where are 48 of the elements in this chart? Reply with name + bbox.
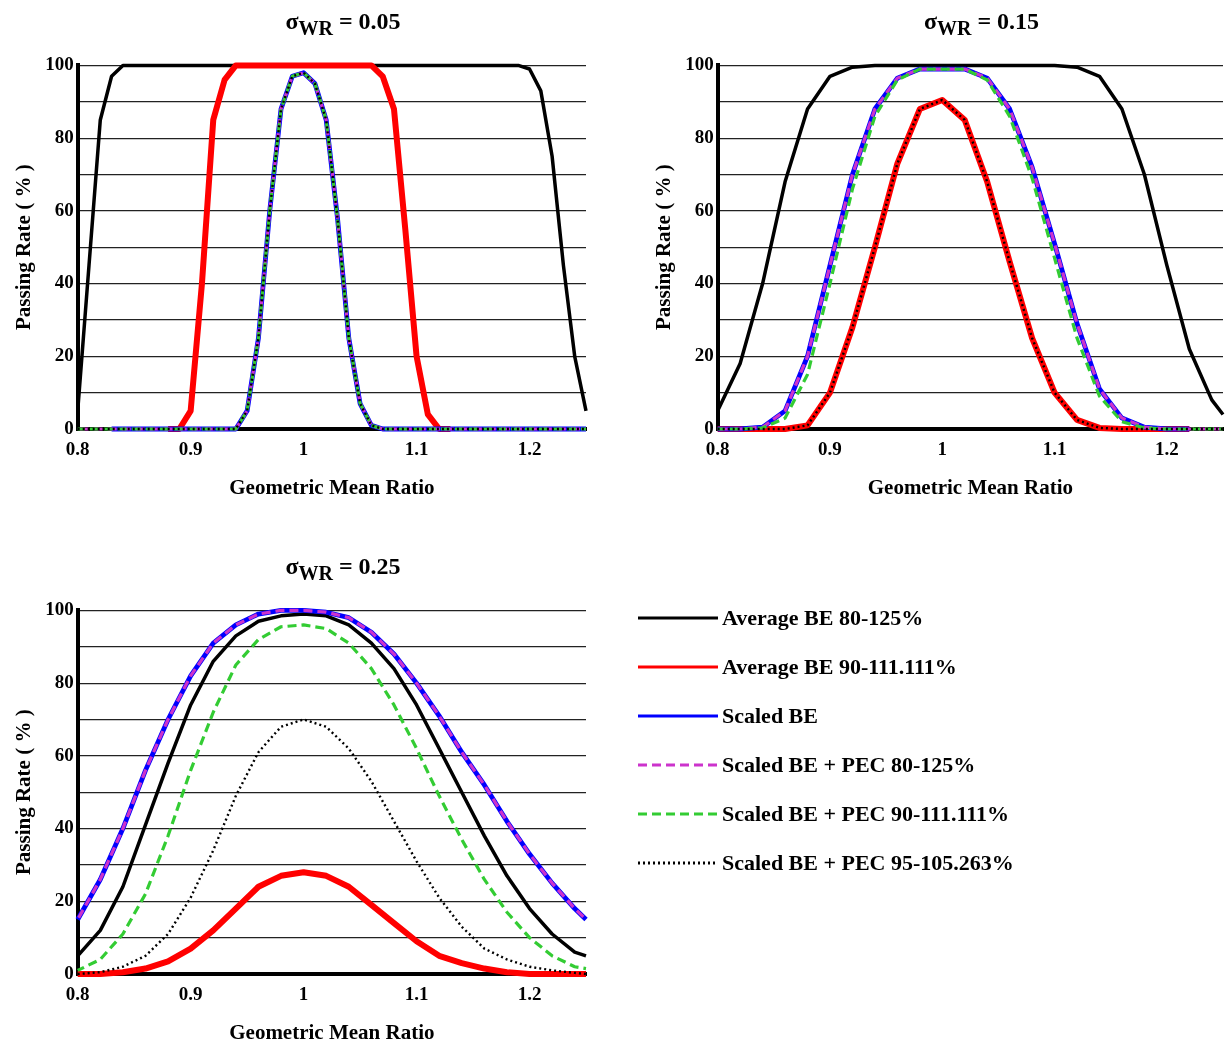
y-tick-label: 60 xyxy=(694,198,714,220)
chart-title: σ$_{WR}$ = 0.15 xyxy=(922,8,1041,41)
y-tick-label: 20 xyxy=(54,889,74,911)
x-tick-label: 0.9 xyxy=(178,983,203,1005)
x-tick-label: 1 xyxy=(298,983,309,1005)
legend-label: Scaled BE + PEC 95-105.263% xyxy=(722,849,1014,876)
x-tick-label: 0.8 xyxy=(65,438,90,460)
y-tick-label: 0 xyxy=(64,416,74,438)
x-tick-label: 1.1 xyxy=(404,438,429,460)
y-tick-label: 80 xyxy=(694,126,714,148)
y-tick-label: 60 xyxy=(54,743,74,765)
y-tick-label: 80 xyxy=(54,671,74,693)
y-tick-label: 100 xyxy=(45,598,74,620)
x-tick-label: 1.1 xyxy=(1042,438,1067,460)
y-tick-label: 80 xyxy=(54,126,74,148)
x-tick-label: 0.9 xyxy=(818,438,842,460)
x-tick-label: 1 xyxy=(937,438,948,460)
y-axis-title: Passing Rate ( % ) xyxy=(651,164,676,331)
x-axis-title: Geometric Mean Ratio xyxy=(229,474,435,499)
legend-label: Scaled BE + PEC 80-125% xyxy=(722,751,976,778)
y-tick-label: 40 xyxy=(54,816,74,838)
legend-label: Average BE 90-111.111% xyxy=(722,653,957,680)
y-tick-label: 20 xyxy=(694,344,714,366)
y-tick-label: 0 xyxy=(64,961,74,983)
x-tick-label: 1 xyxy=(298,438,309,460)
chart-title: σ$_{WR}$ = 0.25 xyxy=(284,553,402,586)
x-tick-label: 0.9 xyxy=(178,438,203,460)
x-tick-label: 1.2 xyxy=(517,438,542,460)
x-axis-title: Geometric Mean Ratio xyxy=(867,474,1073,499)
y-tick-label: 0 xyxy=(704,416,714,438)
legend-label: Average BE 80-125% xyxy=(722,604,924,631)
legend-label: Scaled BE xyxy=(722,702,818,729)
x-tick-label: 0.8 xyxy=(65,983,90,1005)
y-tick-label: 20 xyxy=(54,344,74,366)
chart-title: σ$_{WR}$ = 0.05 xyxy=(284,8,402,41)
y-tick-label: 40 xyxy=(54,271,74,293)
x-tick-label: 0.8 xyxy=(705,438,730,460)
x-axis-title: Geometric Mean Ratio xyxy=(229,1019,435,1044)
y-axis-title: Passing Rate ( % ) xyxy=(11,709,36,876)
legend-label: Scaled BE + PEC 90-111.111% xyxy=(722,800,1009,827)
x-tick-label: 1.2 xyxy=(517,983,542,1005)
y-axis-title: Passing Rate ( % ) xyxy=(11,164,36,331)
y-tick-label: 60 xyxy=(54,198,74,220)
y-tick-label: 100 xyxy=(685,53,714,75)
y-tick-label: 100 xyxy=(45,53,74,75)
x-tick-label: 1.1 xyxy=(404,983,429,1005)
x-tick-label: 1.2 xyxy=(1154,438,1179,460)
y-tick-label: 40 xyxy=(694,271,714,293)
